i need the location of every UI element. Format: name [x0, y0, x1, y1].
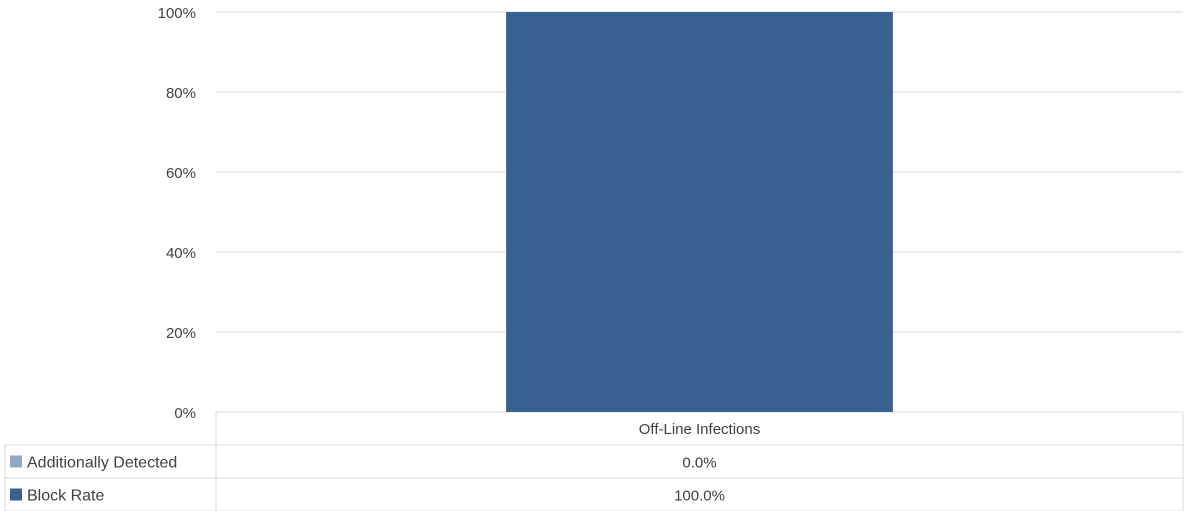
legend-label: Additionally Detected — [27, 455, 177, 472]
x-category-label: Off-Line Infections — [639, 421, 760, 438]
legend-swatch — [10, 488, 22, 501]
data-table-value: 100.0% — [674, 488, 725, 505]
y-tick-label: 20% — [166, 325, 196, 342]
bars — [506, 12, 893, 412]
y-tick-label: 60% — [166, 165, 196, 182]
y-tick-label: 0% — [174, 405, 196, 422]
y-tick-label: 100% — [158, 5, 196, 22]
data-table-value: 0.0% — [682, 455, 716, 472]
legend-swatch — [10, 455, 22, 468]
y-axis: 0% 20% 40% 60% 80% 100% — [158, 5, 196, 422]
y-tick-label: 80% — [166, 85, 196, 102]
legend-label: Block Rate — [27, 488, 104, 505]
bar-block-rate — [506, 12, 893, 412]
y-tick-label: 40% — [166, 245, 196, 262]
data-table: Off-Line Infections Additionally Detected… — [4, 412, 1184, 511]
